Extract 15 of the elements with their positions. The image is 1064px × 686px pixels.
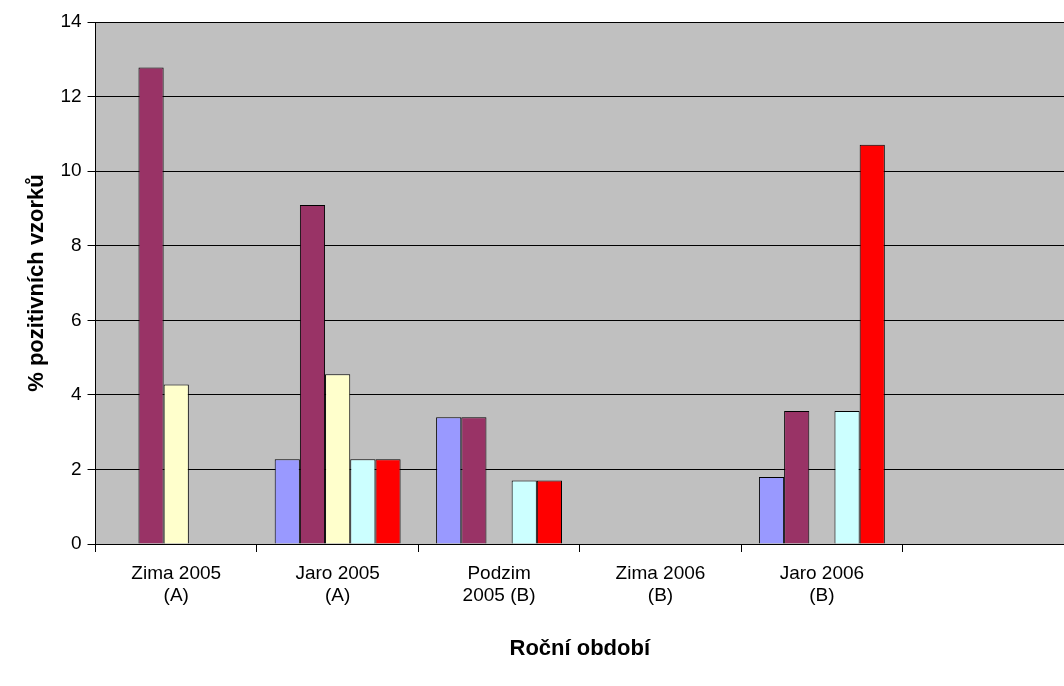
x-axis-title: Roční období bbox=[509, 634, 651, 660]
x-tick-label: Podzim 2005 (B) bbox=[462, 561, 536, 606]
x-tick-label: Zima 2006 (B) bbox=[615, 561, 706, 606]
y-tick-label: 6 bbox=[70, 308, 82, 330]
x-tick-label: Zima 2005 (A) bbox=[131, 561, 222, 606]
y-axis-title: % pozitivních vzorků bbox=[23, 174, 49, 392]
y-tick-label: 2 bbox=[70, 457, 82, 479]
y-tick-label: 12 bbox=[60, 84, 82, 106]
x-tick-label: Jaro 2006 (B) bbox=[779, 561, 865, 606]
y-tick-label: 10 bbox=[60, 159, 82, 181]
x-tick-label: Jaro 2005 (A) bbox=[295, 561, 380, 606]
y-tick-label: 14 bbox=[60, 10, 82, 32]
y-tick-label: 0 bbox=[70, 532, 82, 554]
y-tick-label: 8 bbox=[70, 233, 82, 255]
y-tick-label: 4 bbox=[70, 383, 82, 405]
